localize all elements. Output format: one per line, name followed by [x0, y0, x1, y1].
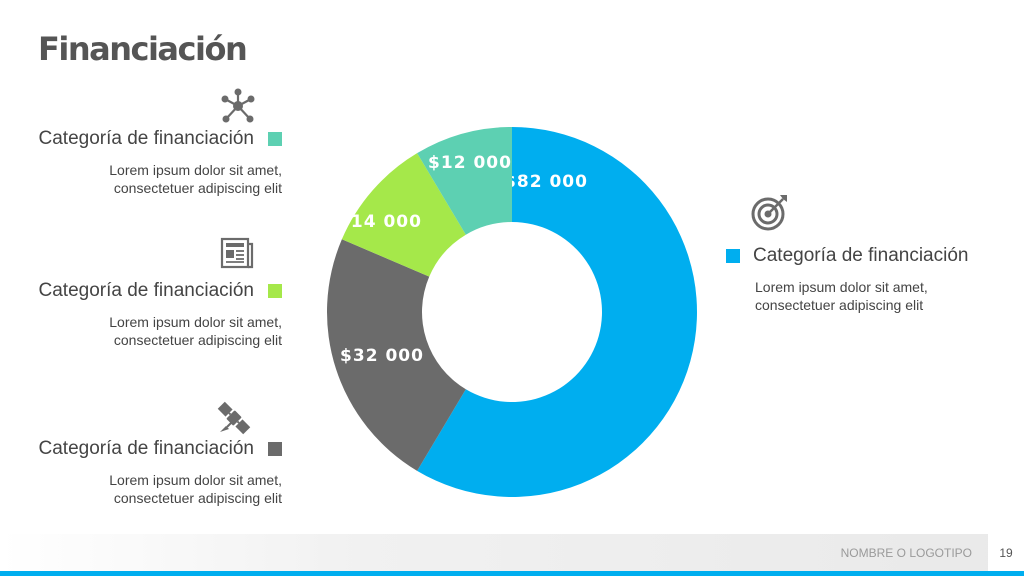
data-label: $82 000 [504, 172, 588, 192]
category-description: Lorem ipsum dolor sit amet, consectetuer… [755, 279, 928, 313]
legend-swatch [268, 132, 282, 146]
category-heading: Categoría de financiación [38, 280, 254, 301]
donut-slice [417, 127, 697, 497]
target-icon [751, 195, 787, 231]
legend-swatch [268, 284, 282, 298]
footer-logo-text: NOMBRE O LOGOTIPO [840, 546, 972, 560]
donut-chart: $82 000 $32 000 $14 000 $12 000 [327, 127, 697, 497]
category-description: Lorem ipsum dolor sit amet, consectetuer… [109, 472, 282, 506]
category-item-4: Categoría de financiación Lorem ipsum do… [726, 245, 996, 314]
data-label: $12 000 [428, 153, 512, 173]
data-label: $14 000 [338, 212, 422, 232]
network-icon [221, 88, 255, 123]
donut-slice [327, 239, 466, 471]
category-item-3: Categoría de financiación Lorem ipsum do… [32, 438, 282, 507]
footer-band [0, 534, 1024, 571]
category-heading: Categoría de financiación [38, 128, 254, 149]
footer-accent-bar [0, 571, 1024, 576]
legend-swatch [726, 249, 740, 263]
data-label: $32 000 [340, 346, 424, 366]
page-number: 19 [999, 546, 1013, 560]
donut-slice [341, 153, 466, 277]
legend-swatch [268, 442, 282, 456]
category-description: Lorem ipsum dolor sit amet, consectetuer… [109, 314, 282, 348]
page-number-box [988, 534, 1024, 571]
category-heading: Categoría de financiación [38, 438, 254, 459]
category-item-2: Categoría de financiación Lorem ipsum do… [32, 280, 282, 349]
satellite-icon [217, 401, 251, 435]
category-heading: Categoría de financiación [753, 245, 969, 266]
slide-title: Financiación [38, 30, 248, 68]
donut-slice [417, 127, 512, 235]
category-description: Lorem ipsum dolor sit amet, consectetuer… [109, 162, 282, 196]
newspaper-icon [220, 237, 254, 269]
category-item-1: Categoría de financiación Lorem ipsum do… [32, 128, 282, 197]
